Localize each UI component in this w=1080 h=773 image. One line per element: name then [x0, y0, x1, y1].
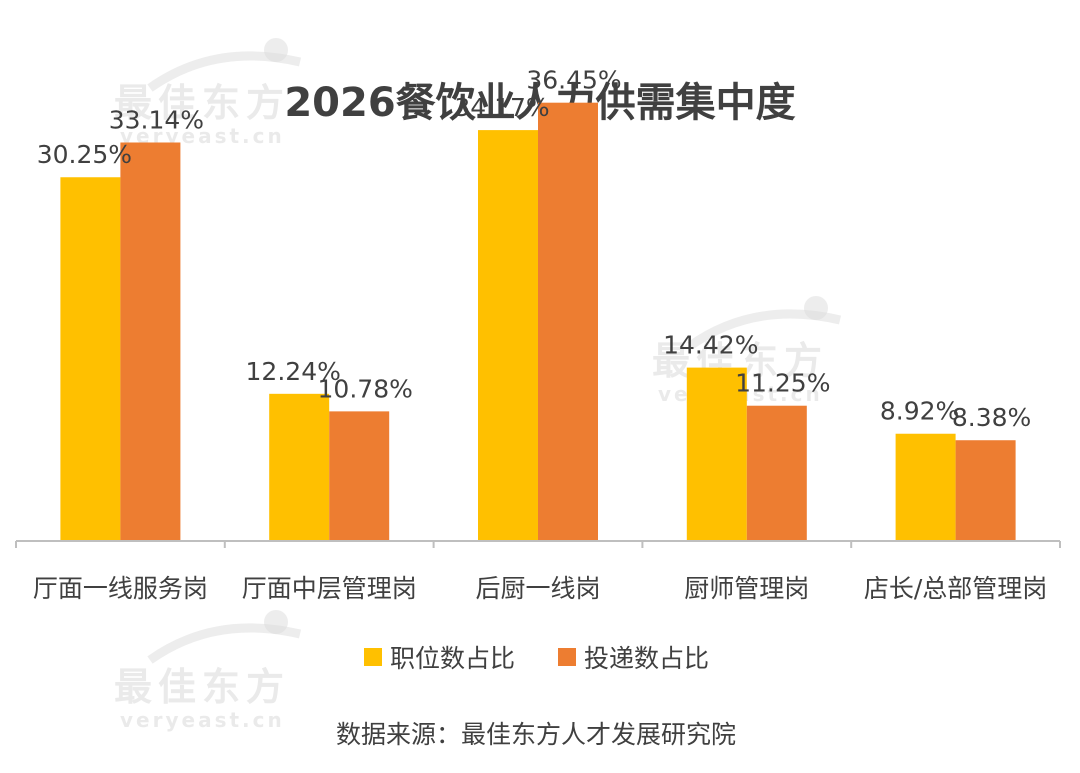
data-label-series-2-cat-5: 8.38% [952, 403, 1031, 432]
category-labels: 厅面一线服务岗 厅面中层管理岗 后厨一线岗 厨师管理岗 店长/总部管理岗 [33, 574, 1047, 603]
watermark-bottom-left: 最佳东方 veryeast.cn [114, 610, 302, 732]
x-axis [15, 540, 1061, 548]
data-label-series-1-cat-5: 8.92% [880, 397, 959, 426]
category-label-5: 店长/总部管理岗 [864, 574, 1047, 603]
data-labels-layer: 30.25% 33.14% 12.24%10.78% 34.17%36.45% 14.4… [37, 66, 1032, 433]
bar-series-2-cat-4 [746, 405, 807, 541]
bar-series-2-cat-3 [538, 102, 598, 541]
watermark-top-left: 最佳东方 veryeast.cn [114, 38, 302, 148]
data-label-series-1-cat-2: 12.24% [246, 357, 341, 386]
bar-series-1-cat-5 [895, 433, 956, 541]
svg-text:最佳东方: 最佳东方 [114, 665, 290, 709]
data-label-series-2-cat-1: 33.14% [109, 105, 204, 134]
data-label-series-1-cat-4: 14.42% [663, 331, 758, 360]
legend-swatch-series-1 [364, 648, 382, 666]
category-label-3: 后厨一线岗 [475, 574, 600, 603]
data-label-series-1-cat-1: 30.25% [37, 140, 132, 169]
bar-series-2-cat-5 [955, 440, 1016, 541]
bar-series-1-cat-1 [60, 177, 121, 541]
bar-series-1-cat-2 [269, 393, 330, 541]
source-note: 数据来源：最佳东方人才发展研究院 [336, 720, 736, 749]
legend-label-series-1: 职位数占比 [390, 644, 515, 673]
svg-text:veryeast.cn: veryeast.cn [120, 708, 285, 732]
data-label-series-1-cat-3: 34.17% [454, 93, 549, 122]
bar-series-2-cat-1 [120, 142, 181, 541]
legend-swatch-series-2 [558, 648, 576, 666]
category-label-2: 厅面中层管理岗 [242, 574, 417, 603]
bars-layer [60, 102, 1016, 541]
data-label-series-2-cat-2: 10.78% [318, 374, 413, 403]
data-label-series-2-cat-3: 36.45% [526, 66, 621, 95]
bar-series-1-cat-3 [478, 130, 538, 541]
bar-series-2-cat-2 [329, 411, 390, 541]
svg-text:最佳东方: 最佳东方 [114, 81, 290, 125]
legend-label-series-2: 投递数占比 [584, 644, 709, 673]
legend: 职位数占比 投递数占比 [364, 644, 709, 673]
category-label-1: 厅面一线服务岗 [33, 574, 208, 603]
category-label-4: 厨师管理岗 [684, 574, 809, 603]
data-label-series-2-cat-4: 11.25% [735, 369, 830, 398]
bar-series-1-cat-4 [686, 367, 747, 541]
